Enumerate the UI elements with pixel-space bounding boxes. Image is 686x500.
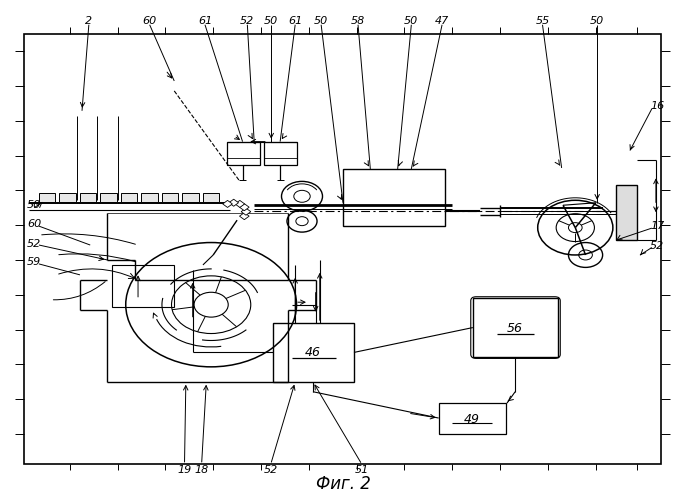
- Text: 52: 52: [650, 241, 665, 251]
- Bar: [182, 194, 199, 202]
- Text: 51: 51: [355, 466, 369, 475]
- Text: Фиг. 2: Фиг. 2: [316, 474, 370, 492]
- Bar: [141, 194, 158, 202]
- Bar: [241, 208, 251, 215]
- Text: 59: 59: [27, 258, 41, 268]
- Circle shape: [194, 292, 228, 317]
- Bar: [273, 323, 354, 382]
- Bar: [100, 194, 117, 202]
- Bar: [235, 200, 245, 207]
- Bar: [438, 403, 506, 434]
- Text: 50: 50: [404, 16, 418, 26]
- Text: 50: 50: [27, 200, 41, 210]
- Bar: [616, 186, 637, 240]
- Text: 18: 18: [194, 466, 209, 475]
- Bar: [473, 298, 558, 357]
- Bar: [227, 142, 259, 166]
- Text: 49: 49: [464, 412, 480, 426]
- Text: 46: 46: [305, 346, 321, 360]
- Text: 58: 58: [351, 16, 365, 26]
- Text: 47: 47: [435, 16, 449, 26]
- Bar: [39, 194, 56, 202]
- Text: 56: 56: [507, 322, 523, 335]
- Text: 19: 19: [178, 466, 191, 475]
- Text: 60: 60: [143, 16, 157, 26]
- Bar: [121, 194, 137, 202]
- Text: 61: 61: [198, 16, 212, 26]
- Text: 52: 52: [27, 238, 41, 248]
- Bar: [24, 34, 661, 464]
- Text: 61: 61: [288, 16, 303, 26]
- Text: 50: 50: [314, 16, 329, 26]
- Bar: [229, 199, 239, 206]
- Bar: [162, 194, 178, 202]
- Bar: [343, 169, 445, 226]
- Text: 2: 2: [85, 16, 93, 26]
- Text: 16: 16: [650, 101, 665, 111]
- Text: 55: 55: [535, 16, 549, 26]
- Text: 52: 52: [263, 466, 278, 475]
- Text: 50: 50: [590, 16, 604, 26]
- Text: 60: 60: [27, 219, 41, 229]
- Bar: [239, 204, 249, 210]
- Bar: [223, 200, 233, 207]
- Text: 52: 52: [240, 16, 255, 26]
- Bar: [60, 194, 76, 202]
- Bar: [80, 194, 96, 202]
- Bar: [239, 212, 249, 220]
- Circle shape: [569, 222, 582, 232]
- Text: 17: 17: [650, 221, 665, 231]
- Bar: [112, 265, 174, 307]
- Bar: [264, 142, 297, 166]
- Text: 50: 50: [264, 16, 279, 26]
- Bar: [203, 194, 220, 202]
